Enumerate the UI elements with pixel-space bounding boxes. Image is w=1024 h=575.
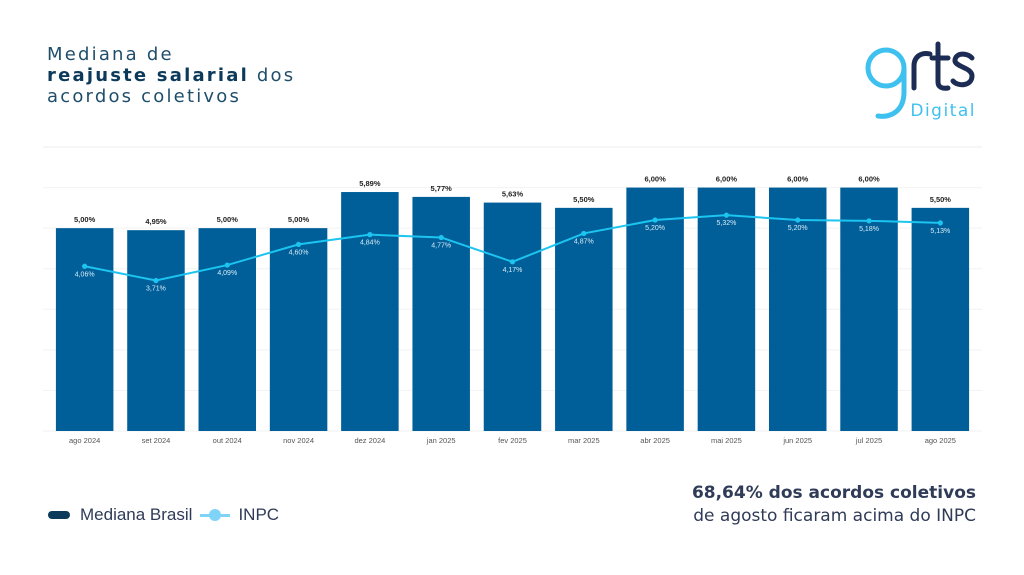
line-data-label: 5,20% (788, 225, 808, 232)
x-tick-label: set 2024 (142, 436, 171, 445)
bar-data-label: 4,95% (145, 217, 167, 226)
x-tick-label: mai 2025 (711, 436, 742, 445)
bar-data-label: 5,00% (288, 215, 310, 224)
bar (412, 196, 470, 431)
x-tick-label: jan 2025 (426, 436, 456, 445)
bar-data-label: 6,00% (858, 175, 880, 184)
inpc-point (581, 230, 587, 237)
line-data-label: 4,77% (431, 242, 451, 249)
x-tick-label: nov 2024 (283, 436, 314, 445)
line-data-label: 4,17% (503, 267, 523, 274)
inpc-point (295, 241, 302, 247)
title-line-2-rest: dos (248, 65, 296, 86)
bar-data-label: 6,00% (644, 175, 666, 184)
x-tick-label: dez 2024 (354, 436, 385, 445)
inpc-point (367, 232, 373, 238)
summary-note-subline: de agosto ficaram acima do INPC (693, 506, 976, 526)
chart-title: Mediana de reajuste salarial dos acordos… (47, 44, 295, 107)
inpc-point (652, 217, 658, 223)
bar (697, 187, 756, 431)
legend-label-inpc: INPC (238, 505, 280, 524)
bar (840, 187, 898, 431)
grts-digital-logo: Digital (865, 41, 976, 121)
legend-label-mediana-brasil: Mediana Brasil (80, 505, 193, 524)
bar (555, 207, 613, 431)
inpc-point (723, 212, 730, 218)
x-axis-tick-labels: ago 2024 set 2024 out 2024 nov 2024 dez 2024… (69, 436, 956, 445)
title-bold-text: reajuste salarial (47, 65, 249, 86)
inpc-point (937, 220, 943, 226)
line-data-label: 4,06% (75, 271, 95, 278)
legend: Mediana Brasil INPC (48, 505, 279, 525)
bar-data-label: 5,50% (930, 195, 952, 204)
line-data-label: 4,87% (574, 238, 594, 245)
x-tick-label: ago 2025 (925, 436, 956, 445)
line-data-label: 4,60% (289, 249, 309, 256)
inpc-point (438, 234, 444, 241)
title-line-3: acordos coletivos (47, 86, 242, 107)
summary-note: 68,64% dos acordos coletivos de agosto f… (692, 482, 976, 528)
line-data-label: 3,71% (146, 285, 166, 292)
bar-data-labels: 5,00% 4,95% 5,00% 5,00% 5,89% 5,77% 5,63% 5,50%… (74, 175, 951, 227)
line-data-label: 5,32% (716, 220, 736, 227)
line-data-label: 5,20% (645, 225, 665, 232)
bar (269, 228, 328, 431)
bar (768, 187, 827, 431)
line-data-labels: 4,06% 3,71% 4,09% 4,60% 4,84% 4,77% 4,17% 4,87%… (75, 220, 951, 292)
bar-data-label: 5,63% (502, 190, 524, 199)
x-tick-label: out 2024 (213, 436, 242, 445)
x-tick-label: jul 2025 (855, 436, 882, 445)
bar (55, 228, 114, 431)
line-data-label: 5,18% (859, 226, 879, 233)
line-data-label: 4,84% (360, 240, 380, 247)
bar-data-label: 5,77% (431, 184, 453, 193)
legend-line-swatch-icon (200, 509, 231, 521)
bar-data-label: 5,00% (217, 215, 239, 224)
inpc-point (153, 277, 159, 284)
bar-data-label: 5,50% (573, 195, 595, 204)
inpc-point (795, 217, 801, 223)
bar (341, 192, 399, 431)
logo-digital-text: Digital (910, 101, 976, 121)
x-tick-label: fev 2025 (498, 436, 527, 445)
bar (127, 230, 185, 431)
chart-area: 5,00% 4,95% 5,00% 5,00% 5,89% 5,77% 5,63% 5,50%… (43, 146, 982, 445)
bar (483, 202, 542, 431)
inpc-point (509, 259, 516, 265)
line-data-label: 4,09% (217, 270, 237, 277)
bar (911, 207, 970, 431)
line-series-inpc (82, 212, 943, 284)
x-tick-label: mar 2025 (568, 436, 600, 445)
bar-data-label: 6,00% (716, 175, 738, 184)
summary-note-headline: 68,64% dos acordos coletivos (691, 483, 976, 503)
line-data-label: 5,13% (930, 228, 950, 235)
legend-bar-swatch-icon (48, 511, 70, 519)
bar-data-label: 6,00% (787, 175, 809, 184)
title-line-2: reajuste salarial dos (47, 65, 295, 86)
x-tick-label: abr 2025 (640, 436, 670, 445)
bar-data-label: 5,89% (359, 179, 381, 188)
bar-data-label: 5,00% (74, 215, 96, 224)
bar (626, 187, 684, 431)
logo-g-mark (865, 47, 907, 119)
x-tick-label: jun 2025 (782, 436, 812, 445)
x-tick-label: ago 2024 (69, 436, 100, 445)
inpc-point (82, 263, 88, 269)
logo-rts-mark (911, 41, 975, 91)
inpc-point (224, 262, 230, 268)
inpc-point (866, 218, 872, 224)
title-line-1: Mediana de (47, 44, 174, 65)
bar (198, 228, 257, 431)
